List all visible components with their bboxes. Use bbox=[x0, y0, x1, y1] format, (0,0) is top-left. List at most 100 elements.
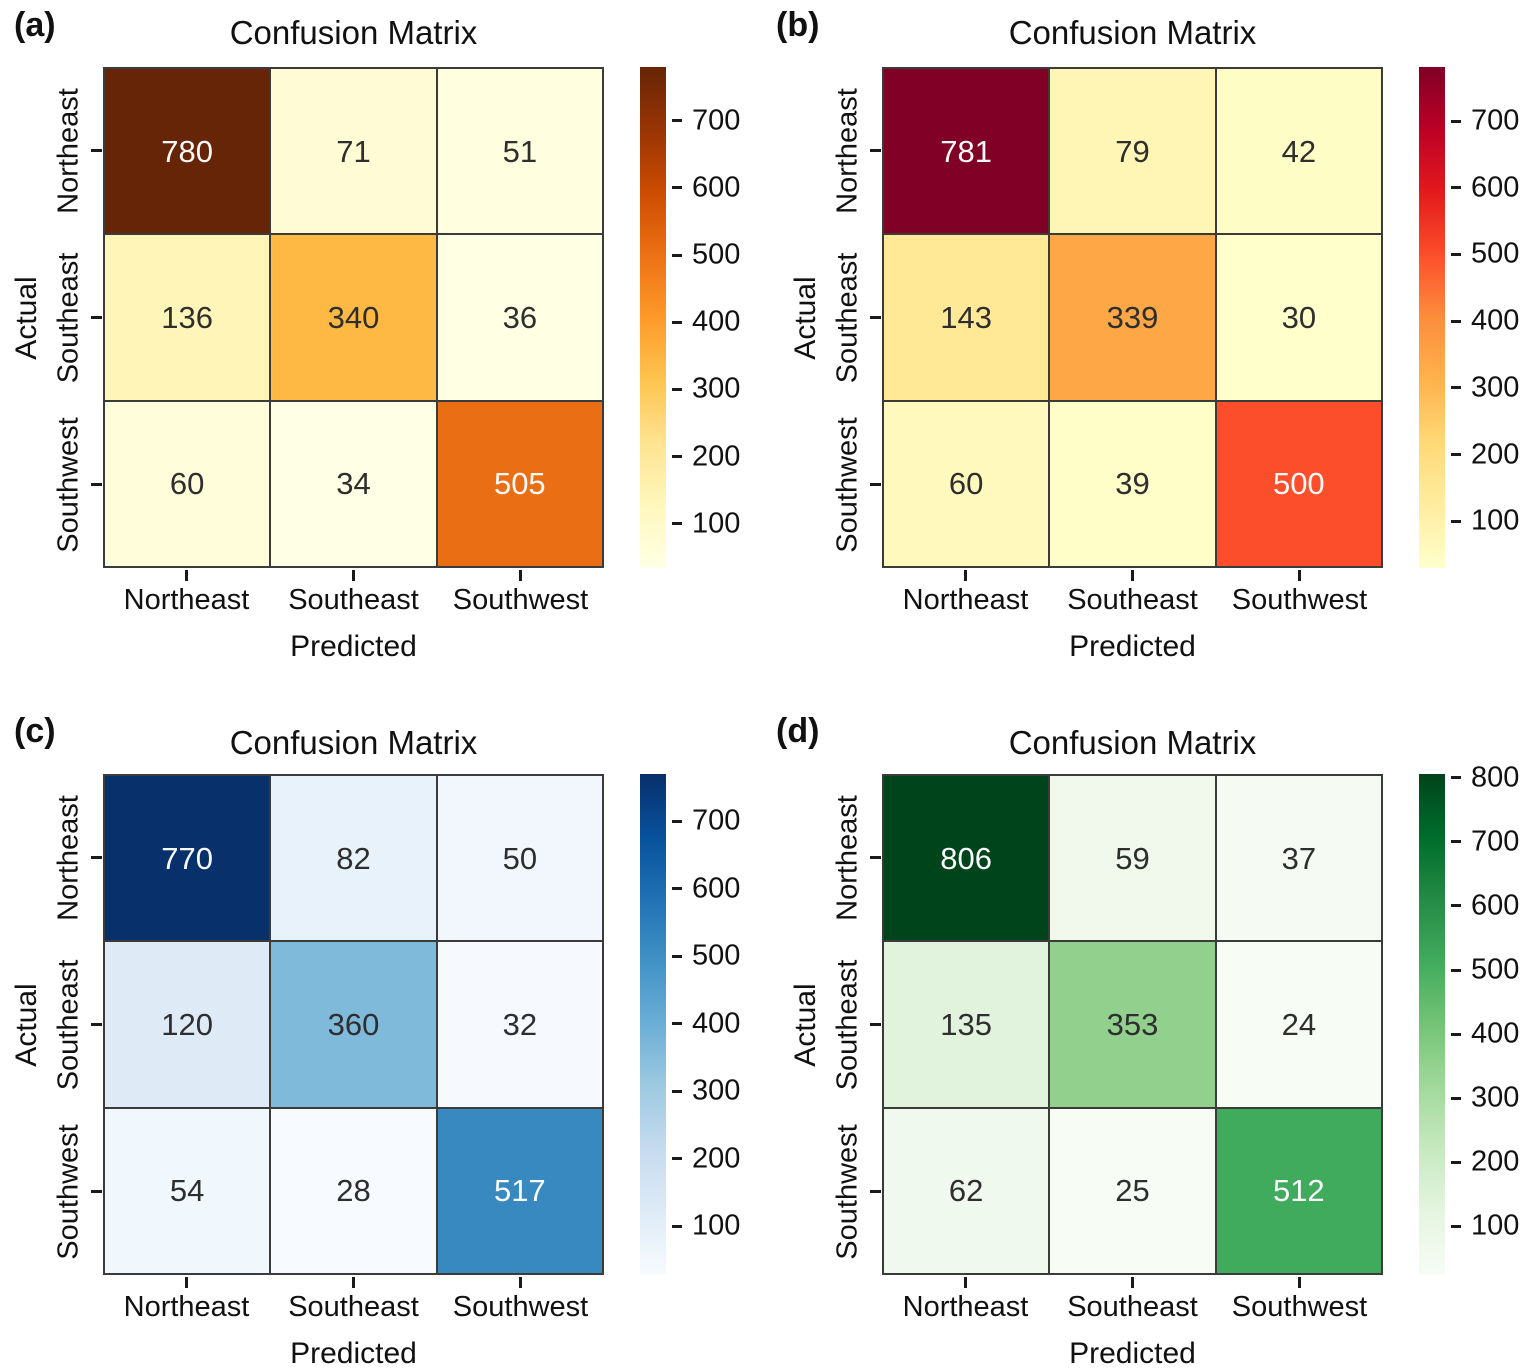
panel-label: (a) bbox=[14, 6, 56, 44]
heatmap-cell: 770 bbox=[105, 776, 270, 941]
x-tick-mark bbox=[352, 1277, 355, 1288]
cell-value: 50 bbox=[502, 840, 538, 876]
heatmap-cell: 339 bbox=[1050, 235, 1215, 400]
cell-value: 353 bbox=[1106, 1006, 1159, 1042]
colorbar-tick-mark bbox=[672, 522, 682, 526]
colorbar-tick-mark bbox=[1451, 252, 1461, 256]
colorbar-tick-label: 800 bbox=[1471, 761, 1520, 794]
heatmap-cell: 39 bbox=[1050, 401, 1215, 566]
cell-value: 60 bbox=[948, 466, 984, 502]
colorbar-tick-label: 500 bbox=[692, 939, 741, 972]
x-axis-label: Predicted bbox=[1069, 1337, 1196, 1370]
colorbar-tick-label: 200 bbox=[692, 1142, 741, 1175]
heatmap-cell: 30 bbox=[1216, 235, 1381, 400]
cell-value: 30 bbox=[1281, 299, 1317, 335]
panel-label: (b) bbox=[776, 6, 820, 44]
colorbar-tick-mark bbox=[672, 455, 682, 459]
y-tick-label: Northeast bbox=[52, 87, 85, 214]
cell-value: 42 bbox=[1281, 133, 1317, 169]
colorbar-tick-label: 700 bbox=[692, 804, 741, 837]
y-tick-mark bbox=[870, 1190, 881, 1193]
y-tick-mark bbox=[91, 1023, 102, 1026]
colorbar bbox=[640, 67, 666, 568]
y-tick-label: Northeast bbox=[52, 794, 85, 921]
cell-value: 24 bbox=[1281, 1006, 1317, 1042]
x-tick-label: Southeast bbox=[288, 584, 419, 616]
heatmap-cell: 34 bbox=[271, 401, 436, 566]
heatmap-cell: 781 bbox=[884, 69, 1049, 234]
colorbar-tick-mark bbox=[672, 253, 682, 257]
y-tick-label: Southwest bbox=[52, 416, 85, 553]
x-tick-mark bbox=[185, 1277, 188, 1288]
x-tick-label: Southeast bbox=[1067, 1291, 1198, 1323]
heatmap-cell: 512 bbox=[1216, 1108, 1381, 1273]
heatmap-cell: 32 bbox=[437, 942, 602, 1107]
cell-value: 51 bbox=[502, 133, 538, 169]
colorbar-tick-mark bbox=[672, 954, 682, 958]
colorbar-tick-mark bbox=[672, 320, 682, 324]
cell-value: 36 bbox=[502, 299, 538, 335]
y-tick-label: Northeast bbox=[831, 87, 864, 214]
panel-label: (c) bbox=[14, 712, 56, 750]
colorbar-tick-mark bbox=[672, 1224, 682, 1228]
colorbar-tick-label: 400 bbox=[692, 305, 741, 338]
x-tick-label: Northeast bbox=[123, 584, 250, 616]
colorbar-tick-mark bbox=[672, 186, 682, 190]
y-axis-label: Actual bbox=[10, 982, 43, 1067]
colorbar-tick-label: 600 bbox=[1471, 889, 1520, 922]
x-tick-label: Northeast bbox=[902, 1291, 1029, 1323]
cell-value: 780 bbox=[161, 133, 214, 169]
colorbar-tick-mark bbox=[1451, 453, 1461, 457]
y-tick-mark bbox=[870, 1023, 881, 1026]
colorbar-tick-mark bbox=[1451, 519, 1461, 523]
y-axis-label: Actual bbox=[789, 982, 822, 1067]
colorbar-tick-label: 200 bbox=[1471, 438, 1520, 471]
cell-value: 79 bbox=[1115, 133, 1150, 169]
heatmap-grid: 781 79 42 143 339 30 60 39 500 bbox=[882, 67, 1383, 568]
x-tick-label: Southwest bbox=[1231, 1291, 1368, 1323]
heatmap-cell: 42 bbox=[1216, 69, 1381, 234]
cell-value: 517 bbox=[493, 1173, 546, 1209]
cell-value: 39 bbox=[1115, 466, 1150, 502]
colorbar-tick-mark bbox=[1451, 1032, 1461, 1036]
cell-value: 770 bbox=[161, 840, 214, 876]
heatmap-cell: 143 bbox=[884, 235, 1049, 400]
colorbar-tick-label: 100 bbox=[1471, 504, 1520, 537]
colorbar bbox=[1419, 67, 1445, 568]
heatmap-cell: 806 bbox=[884, 776, 1049, 941]
cell-value: 34 bbox=[336, 466, 371, 502]
x-tick-mark bbox=[185, 570, 188, 581]
y-tick-mark bbox=[870, 483, 881, 486]
colorbar-tick-label: 100 bbox=[692, 507, 741, 540]
x-tick-label: Southwest bbox=[452, 584, 589, 616]
colorbar-tick-label: 200 bbox=[1471, 1145, 1520, 1178]
cell-value: 120 bbox=[161, 1006, 214, 1042]
cell-value: 339 bbox=[1106, 299, 1159, 335]
heatmap-cell: 60 bbox=[884, 401, 1049, 566]
colorbar-tick-mark bbox=[1451, 186, 1461, 190]
x-tick-mark bbox=[1298, 570, 1301, 581]
colorbar-tick-label: 600 bbox=[692, 171, 741, 204]
cell-value: 512 bbox=[1272, 1173, 1325, 1209]
colorbar-tick-label: 400 bbox=[1471, 304, 1520, 337]
colorbar-tick-label: 400 bbox=[1471, 1017, 1520, 1050]
x-tick-label: Northeast bbox=[123, 1291, 250, 1323]
cell-value: 500 bbox=[1272, 466, 1325, 502]
colorbar-tick-mark bbox=[672, 819, 682, 823]
colorbar-tick-label: 300 bbox=[1471, 371, 1520, 404]
heatmap-cell: 340 bbox=[271, 235, 436, 400]
x-tick-mark bbox=[519, 1277, 522, 1288]
colorbar-tick-label: 300 bbox=[692, 1074, 741, 1107]
x-tick-label: Southeast bbox=[288, 1291, 419, 1323]
cell-value: 25 bbox=[1115, 1173, 1150, 1209]
confusion-matrix-panel-a: (a) Confusion Matrix 780 71 51 136 340 36 60 34 50… bbox=[0, 0, 762, 685]
heatmap-cell: 505 bbox=[437, 401, 602, 566]
y-tick-mark bbox=[870, 316, 881, 319]
colorbar-tick-mark bbox=[1451, 776, 1461, 780]
cell-value: 82 bbox=[336, 840, 371, 876]
chart-title: Confusion Matrix bbox=[1008, 14, 1257, 51]
heatmap-cell: 136 bbox=[105, 235, 270, 400]
y-tick-label: Northeast bbox=[831, 794, 864, 921]
cell-value: 143 bbox=[940, 299, 993, 335]
colorbar-tick-mark bbox=[672, 1022, 682, 1026]
